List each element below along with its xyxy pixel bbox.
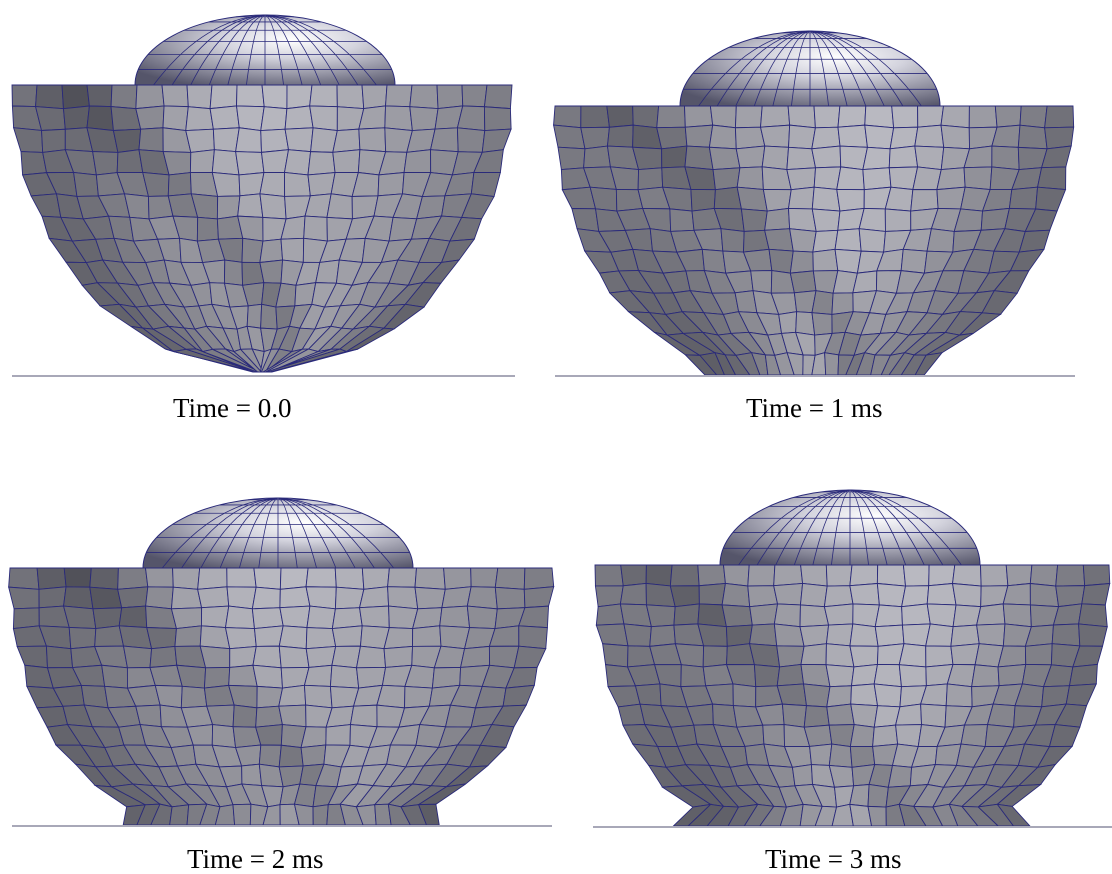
inner-sphere-cap xyxy=(679,30,941,107)
mesh-panel-time-0 xyxy=(0,0,530,400)
mesh-panel-time-2ms xyxy=(0,440,560,840)
caption-time-1ms: Time = 1 ms xyxy=(746,393,883,423)
inner-sphere-cap xyxy=(142,497,414,569)
mesh-figure xyxy=(8,497,555,827)
caption-time-3ms: Time = 3 ms xyxy=(765,844,902,874)
mesh-figure xyxy=(593,489,1112,828)
inner-sphere-cap xyxy=(134,14,396,86)
caption-time-2ms: Time = 2 ms xyxy=(187,844,324,874)
hemisphere-shell-mesh xyxy=(11,84,513,373)
mesh-panel-time-1ms xyxy=(545,0,1085,400)
hemisphere-shell-mesh xyxy=(594,564,1111,827)
mesh-figure xyxy=(552,30,1075,377)
mesh-panel-time-3ms xyxy=(585,440,1112,840)
mesh-figure xyxy=(11,14,515,377)
caption-time-0: Time = 0.0 xyxy=(173,393,292,423)
hemisphere-shell-mesh xyxy=(8,567,555,826)
hemisphere-shell-mesh xyxy=(552,105,1075,376)
inner-sphere-cap xyxy=(719,489,981,566)
